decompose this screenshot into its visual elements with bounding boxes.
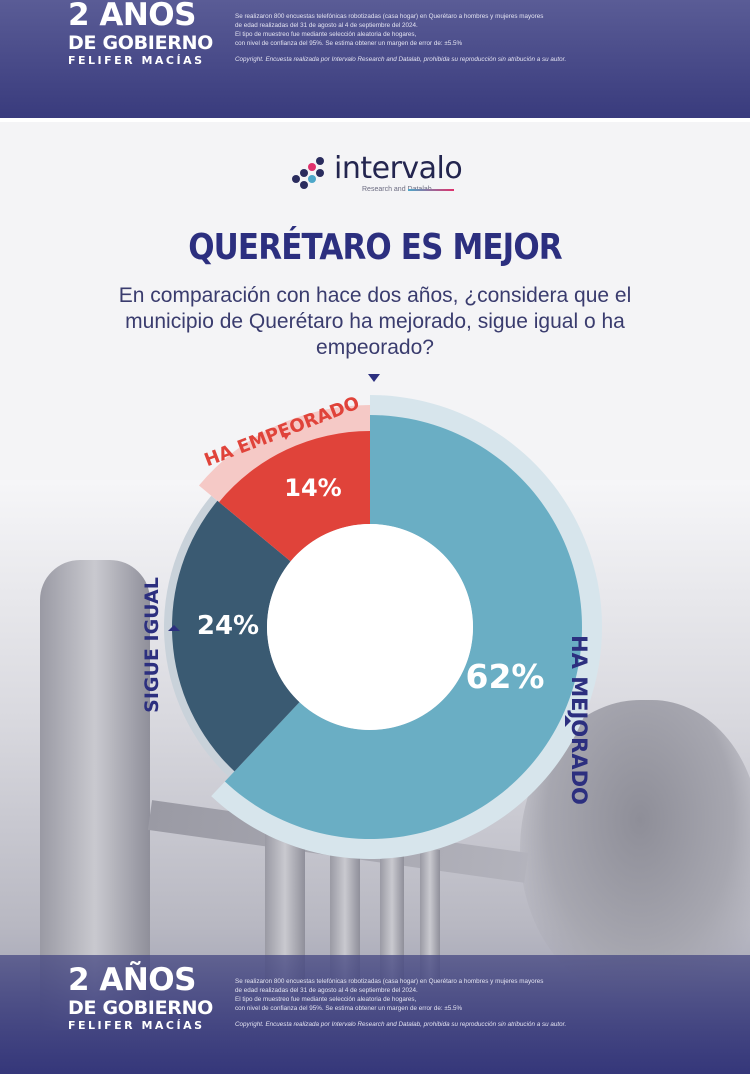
note-line: Se realizaron 800 encuestas telefónicas … — [235, 13, 544, 20]
logo-line-government: DE GOBIERNO — [68, 32, 214, 54]
arrow-ha-empeorado — [282, 433, 290, 440]
category-label-ha-mejorado: HA MEJORADO — [567, 635, 591, 805]
arrow-sigue-igual — [168, 625, 180, 631]
government-logo: 2 AÑOS DE GOBIERNO FELIFER MACÍAS — [68, 963, 238, 1033]
value-label-ha-empeorado: 14% — [284, 474, 341, 502]
logo-line-years: 2 AÑOS — [68, 962, 196, 998]
note-line: Se realizaron 800 encuestas telefónicas … — [235, 978, 544, 985]
note-line: de edad realizadas del 31 de agosto al 4… — [235, 22, 418, 29]
note-line: de edad realizadas del 31 de agosto al 4… — [235, 987, 418, 994]
survey-question: En comparación con hace dos años, ¿consi… — [118, 284, 632, 359]
note-line: El tipo de muestreo fue mediante selecci… — [235, 31, 417, 38]
header-band: 2 AÑOS DE GOBIERNO FELIFER MACÍAS Se rea… — [0, 0, 750, 118]
slice-ha-empeorado — [218, 431, 370, 562]
note-line: con nivel de confianza del 95%. Se estim… — [235, 40, 463, 47]
chart-slice-group — [171, 415, 582, 839]
logo-line-name: FELIFER MACÍAS — [68, 1019, 205, 1032]
intervalo-logo: intervalo Research and Datalab — [290, 152, 465, 196]
government-logo: 2 AÑOS DE GOBIERNO FELIFER MACÍAS — [68, 0, 238, 68]
brand-tagline: Research and Datalab — [362, 186, 432, 193]
category-label-sigue-igual: SIGUE IGUAL — [141, 577, 163, 713]
methodology-notes: Se realizaron 800 encuestas telefónicas … — [235, 977, 675, 1029]
aqueduct-arch — [40, 560, 150, 1030]
footer-band: 2 AÑOS DE GOBIERNO FELIFER MACÍAS Se rea… — [0, 955, 750, 1074]
logo-line-years: 2 AÑOS — [68, 0, 196, 33]
note-line: con nivel de confianza del 95%. Se estim… — [235, 1005, 463, 1012]
donut-hole — [267, 524, 473, 730]
slice-sigue-igual — [171, 500, 300, 772]
down-arrow-icon — [368, 374, 380, 382]
brand-name: intervalo — [334, 151, 463, 186]
intervalo-dots-icon — [292, 157, 324, 189]
copyright-note: Copyright. Encuesta realizada por Interv… — [235, 1021, 567, 1028]
halo-ha-empeorado — [198, 405, 370, 504]
logo-line-government: DE GOBIERNO — [68, 997, 214, 1019]
arrow-ha-mejorado — [565, 715, 571, 727]
copyright-note: Copyright. Encuesta realizada por Interv… — [235, 56, 567, 63]
note-line: El tipo de muestreo fue mediante selecci… — [235, 996, 417, 1003]
aqueduct-arch — [420, 850, 440, 980]
band-divider — [0, 118, 750, 122]
logo-line-name: FELIFER MACÍAS — [68, 54, 205, 67]
methodology-notes: Se realizaron 800 encuestas telefónicas … — [235, 12, 675, 64]
value-label-ha-mejorado: 62% — [466, 657, 545, 696]
slice-ha-mejorado — [224, 415, 582, 839]
page-title: QUERÉTARO ES MEJOR — [188, 227, 562, 268]
halo-ha-mejorado — [211, 395, 603, 860]
value-label-sigue-igual: 24% — [197, 611, 259, 641]
brand-accent-bar — [408, 189, 454, 191]
